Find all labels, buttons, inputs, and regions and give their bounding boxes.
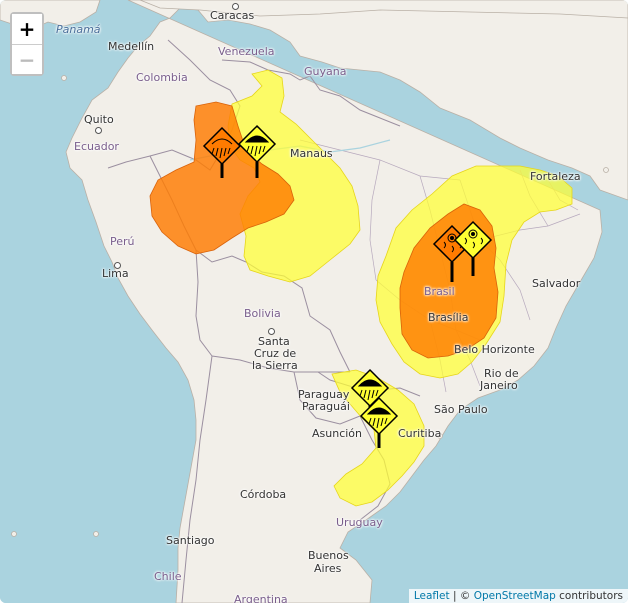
zoom-control: + − [10,12,44,76]
label-brasil: Brasil [424,285,455,298]
label-salvador: Salvador [532,277,581,290]
label-ecuador: Ecuador [74,140,119,153]
label-argentina: Argentina [234,593,288,603]
rain-hazard-icon[interactable] [453,220,493,276]
label-bolivia: Bolivia [244,307,281,320]
label-santa: Santa [258,335,290,348]
label-cordoba: Córdoba [240,488,287,501]
label-rio: Rio de [484,367,519,380]
label-lima: Lima [102,267,129,280]
storm-hazard-icon[interactable] [237,124,277,178]
label-fortaleza: Fortaleza [530,170,581,183]
label-uruguay: Uruguay [336,516,383,529]
city-dot-quito [95,127,102,134]
label-buenos: Buenos [308,549,349,562]
label-panama: Panamá [56,23,101,36]
attribution: Leaflet | © OpenStreetMap contributors [408,589,628,603]
city-dot-caracas [232,3,239,10]
label-brasilia: Brasília [428,311,469,324]
zoom-out-button[interactable]: − [12,44,42,74]
label-medellin: Medellín [108,40,155,53]
label-manaus: Manaus [290,147,333,160]
label-chile: Chile [154,570,182,583]
label-janeiro: Janeiro [480,379,518,392]
label-quito: Quito [84,113,114,126]
label-paraguai: Paraguái [302,400,350,413]
islands [11,75,609,537]
attribution-suffix: contributors [555,590,623,602]
label-aires: Aires [314,562,342,575]
label-cruz-de: Cruz de [254,347,297,360]
leaflet-link[interactable]: Leaflet [413,590,450,602]
label-guyana: Guyana [304,65,347,78]
label-colombia: Colombia [136,71,188,84]
land-caribbean-coast [139,0,628,19]
city-dot-santa-cruz [268,328,275,335]
label-venezuela: Venezuela [218,45,275,58]
label-curitiba: Curitiba [398,427,442,440]
label-sao-paulo: São Paulo [434,403,488,416]
storm-hazard-icon[interactable] [359,396,399,448]
city-dot-lima [114,262,121,269]
label-caracas: Caracas [210,9,255,22]
label-santiago: Santiago [166,534,215,547]
label-asuncion: Asunción [312,427,363,440]
osm-link[interactable]: OpenStreetMap [473,590,556,602]
label-belo-horizonte: Belo Horizonte [454,343,535,356]
rain-hazard-icon[interactable] [202,126,242,178]
zoom-in-button[interactable]: + [12,14,42,44]
label-peru: Perú [110,235,135,248]
label-paraguay: Paraguay [298,388,350,401]
label-la-sierra: la Sierra [252,359,298,372]
attribution-separator: | © [449,590,474,602]
